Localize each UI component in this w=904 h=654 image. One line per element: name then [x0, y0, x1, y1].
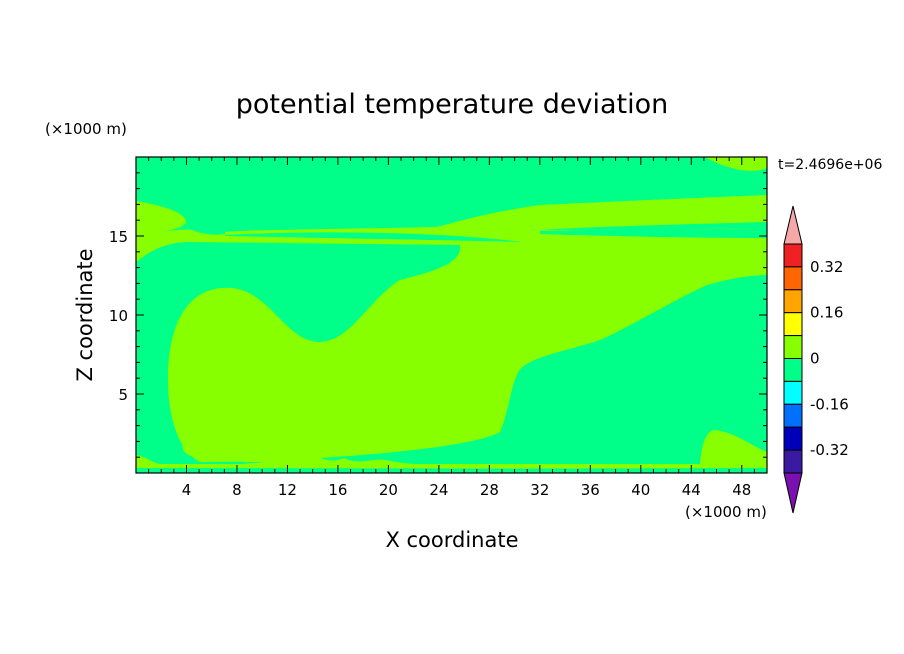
x-tick-label: 32	[530, 481, 549, 499]
x-tick-label: 44	[682, 481, 701, 499]
colorbar-extend-low	[783, 472, 803, 514]
y-tick-label: 10	[109, 307, 128, 325]
plot-area	[136, 157, 767, 473]
y-unit-label: (×1000 m)	[45, 120, 127, 138]
colorbar-tick-label: 0.32	[810, 258, 843, 276]
x-tick-label: 8	[232, 481, 242, 499]
colorbar-tick-label: 0.16	[810, 304, 843, 322]
colorbar-band	[783, 426, 803, 451]
colorbar-tick-label: -0.16	[810, 395, 849, 413]
colorbar-tick-label: 0	[810, 350, 820, 368]
contour-strip-negative-1	[225, 232, 522, 242]
colorbar-band	[783, 380, 803, 405]
contour-strip-negative-2	[540, 229, 767, 238]
x-axis-label: X coordinate	[385, 528, 518, 552]
x-tick-label: 36	[581, 481, 600, 499]
colorbar-band	[783, 403, 803, 428]
y-tick-label: 15	[109, 228, 128, 246]
x-tick-label: 28	[480, 481, 499, 499]
contour-region-positive-upper	[136, 195, 767, 462]
x-tick-label: 20	[379, 481, 398, 499]
x-tick-label: 4	[182, 481, 192, 499]
contour-region-bottom-right	[700, 430, 767, 473]
colorbar: 0.32 0.16 0 -0.16 -0.32	[783, 205, 849, 514]
colorbar-band	[783, 312, 803, 337]
colorbar-band	[783, 358, 803, 382]
y-axis-label: Z coordinate	[73, 248, 97, 381]
colorbar-tick-label: -0.32	[810, 441, 849, 459]
contour-surface-layer	[136, 447, 767, 473]
colorbar-band	[783, 449, 803, 474]
x-tick-label: 40	[631, 481, 650, 499]
x-unit-label: (×1000 m)	[685, 503, 767, 521]
time-label: t=2.4696e+06	[778, 157, 882, 173]
colorbar-band	[783, 243, 803, 268]
colorbar-band	[783, 289, 803, 314]
y-tick-label: 5	[118, 386, 128, 404]
x-tick-label: 48	[732, 481, 751, 499]
chart-title: potential temperature deviation	[236, 89, 668, 120]
colorbar-extend-high	[783, 205, 803, 245]
x-tick-label: 24	[429, 481, 448, 499]
x-tick-label: 16	[328, 481, 347, 499]
colorbar-band	[783, 335, 803, 360]
colorbar-band	[783, 266, 803, 291]
x-tick-label: 12	[278, 481, 297, 499]
